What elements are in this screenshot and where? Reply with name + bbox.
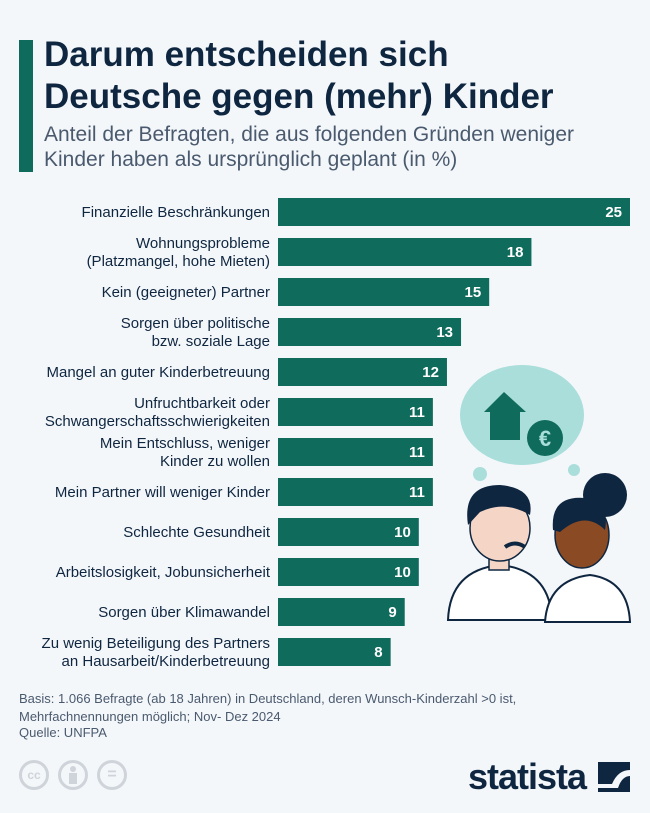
data-label: 10 xyxy=(394,564,411,581)
bar xyxy=(278,398,433,426)
subtitle-line-2: Kinder haben als ursprünglich geplant (i… xyxy=(44,148,458,171)
category-label: Wohnungsprobleme (Platzmangel, hohe Miete… xyxy=(87,235,270,270)
title-accent-bar xyxy=(19,40,33,172)
category-label: Schlechte Gesundheit xyxy=(123,524,271,541)
category-label: Finanzielle Beschränkungen xyxy=(82,204,270,221)
bar xyxy=(278,558,419,586)
title-line-2: Deutsche gegen (mehr) Kinder xyxy=(44,77,554,116)
title-line-1: Darum entscheiden sich xyxy=(44,35,449,74)
data-label: 9 xyxy=(388,604,396,621)
basis-line-1: Basis: 1.066 Befragte (ab 18 Jahren) in … xyxy=(19,691,517,706)
data-label: 10 xyxy=(394,524,411,541)
person-woman xyxy=(543,473,632,623)
thought-bubble-dot xyxy=(568,464,580,476)
bar xyxy=(278,278,490,306)
footnote-basis: Basis: 1.066 Befragte (ab 18 Jahren) in … xyxy=(19,690,516,726)
euro-icon: € xyxy=(527,420,563,456)
data-label: 8 xyxy=(374,644,382,661)
category-label: Zu wenig Beteiligung des Partners an Haus… xyxy=(42,635,270,670)
basis-line-2: Mehrfachnennungen möglich; Nov- Dez 2024 xyxy=(19,709,281,724)
statista-logo[interactable]: statista xyxy=(468,756,587,797)
chart-title: Darum entscheiden sich Deutsche gegen (me… xyxy=(44,34,554,118)
bar xyxy=(278,238,532,266)
category-label: Kein (geeigneter) Partner xyxy=(102,284,270,301)
illustration: € xyxy=(446,365,632,623)
category-label: Arbeitslosigkeit, Jobunsicherheit xyxy=(56,564,271,581)
bar xyxy=(278,518,419,546)
bar xyxy=(278,358,447,386)
category-label: Mein Entschluss, weniger Kinder zu wollen xyxy=(100,435,270,470)
data-label: 12 xyxy=(422,364,439,381)
subtitle-line-1: Anteil der Befragten, die aus folgenden … xyxy=(44,123,575,146)
attribution-icon[interactable] xyxy=(58,760,88,790)
no-derivatives-icon[interactable]: = xyxy=(97,760,127,790)
bar xyxy=(278,638,391,666)
cc-license-icon[interactable]: cc xyxy=(19,760,49,790)
bar xyxy=(278,478,433,506)
data-label: 11 xyxy=(409,484,425,501)
svg-text:€: € xyxy=(539,426,551,451)
data-label: 11 xyxy=(409,404,425,421)
source-note: Quelle: UNFPA xyxy=(19,725,107,740)
chart-subtitle: Anteil der Befragten, die aus folgenden … xyxy=(44,122,574,172)
house-icon xyxy=(484,392,526,440)
data-label: 15 xyxy=(465,284,482,301)
data-label: 18 xyxy=(507,244,524,261)
bar xyxy=(278,438,433,466)
bar xyxy=(278,198,630,226)
category-label: Unfruchtbarkeit oder Schwangerschaftsschw… xyxy=(45,395,270,430)
thought-bubble xyxy=(460,365,584,465)
person-man xyxy=(446,485,554,621)
data-label: 11 xyxy=(409,444,425,461)
category-label: Sorgen über Klimawandel xyxy=(98,604,270,621)
bar xyxy=(278,318,462,346)
data-label: 13 xyxy=(436,324,453,341)
data-label: 25 xyxy=(605,204,622,221)
thought-bubble-dot xyxy=(473,467,487,481)
statista-logo-mark xyxy=(598,762,630,792)
category-label: Sorgen über politische bzw. soziale Lage xyxy=(121,315,270,350)
category-label: Mangel an guter Kinderbetreuung xyxy=(47,364,271,381)
bar xyxy=(278,598,405,626)
category-label: Mein Partner will weniger Kinder xyxy=(55,484,270,501)
